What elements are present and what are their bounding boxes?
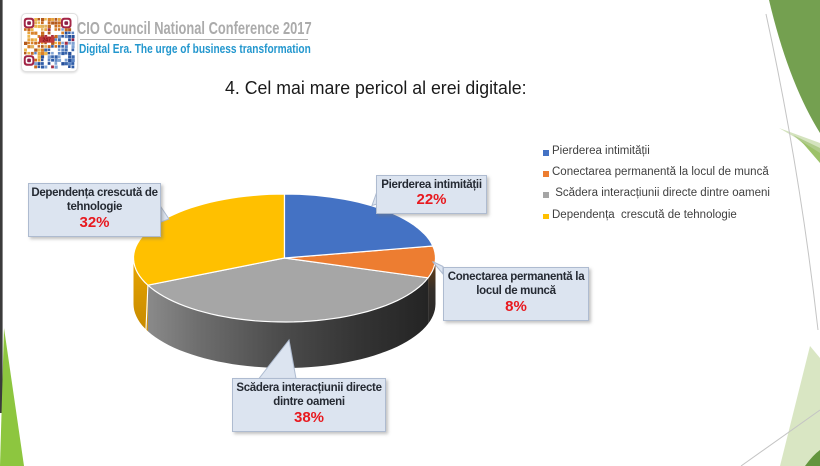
svg-text:247: 247 xyxy=(43,38,52,44)
